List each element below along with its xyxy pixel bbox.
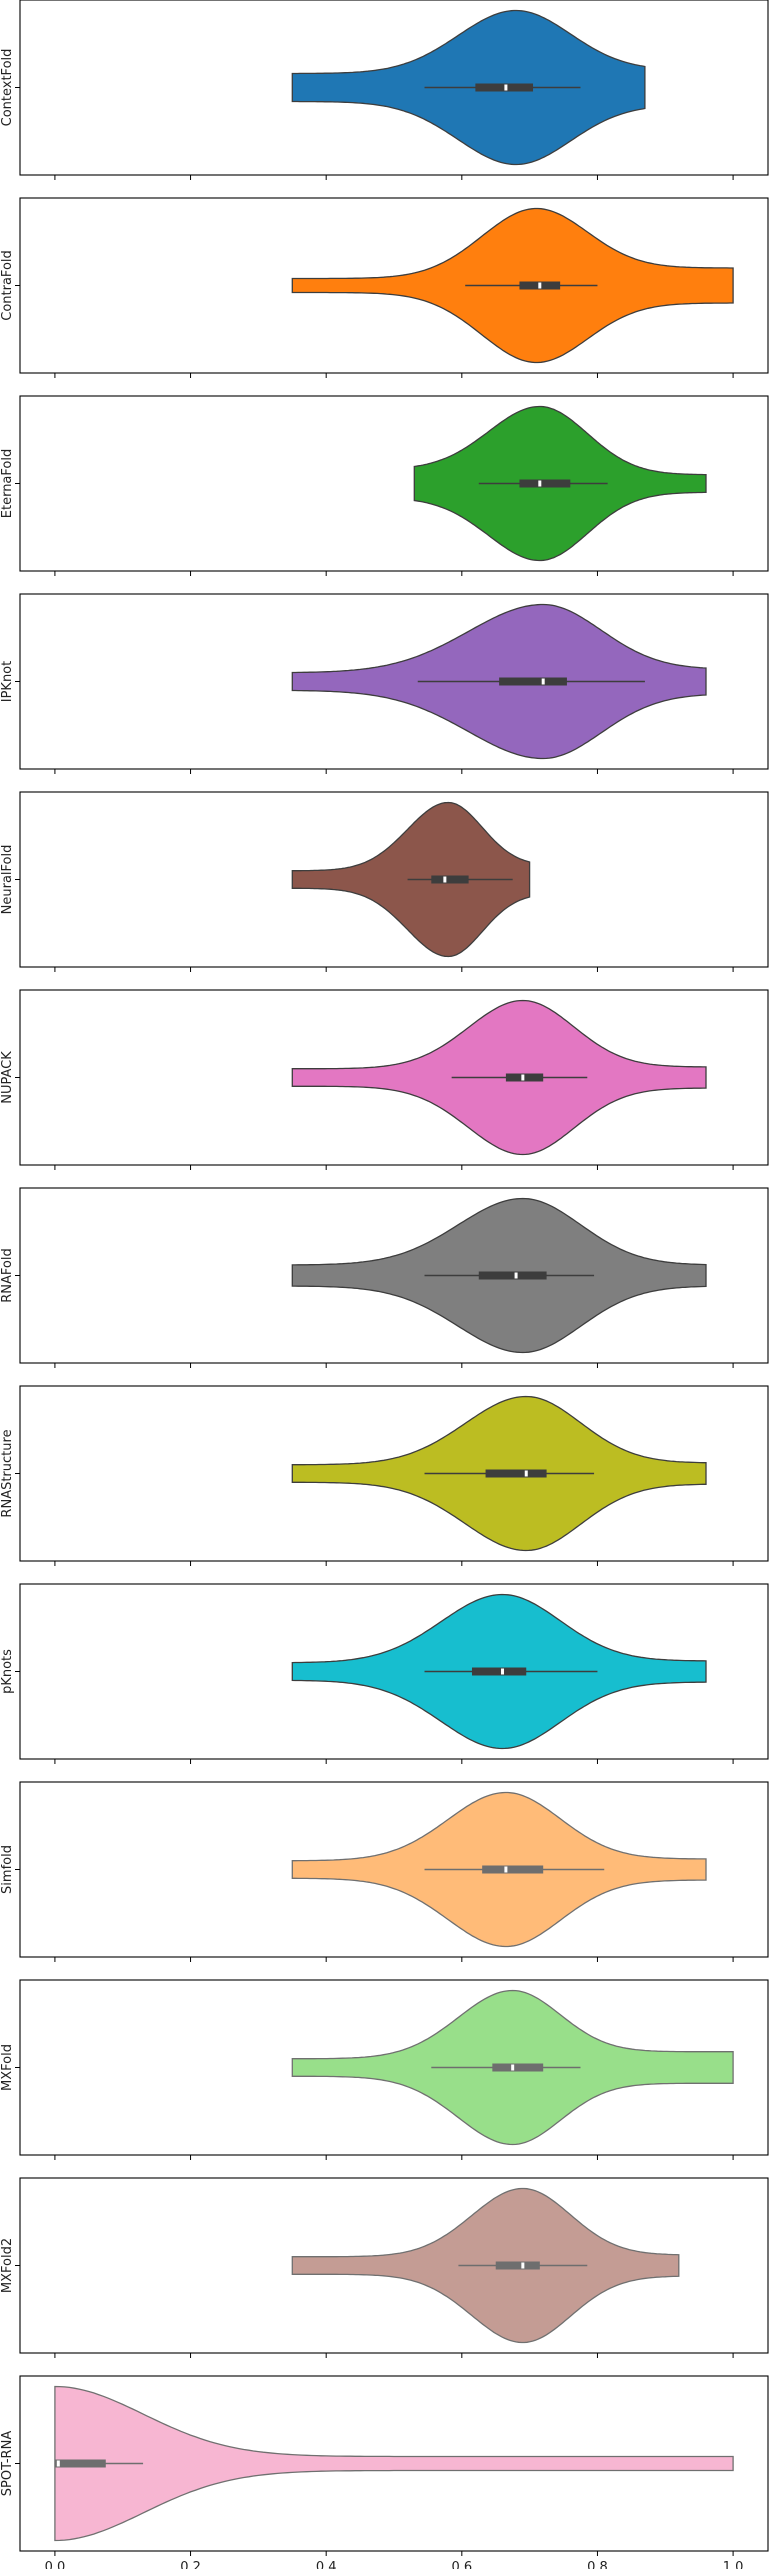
y-tick-label: NUPACK [0,1051,15,1104]
violin-panel: ContextFold [0,0,769,180]
median-marker [524,1470,528,1477]
median-marker [511,2064,515,2071]
violin-panel: RNAStructure [0,1385,769,1566]
median-marker [514,1272,518,1279]
iqr-box [475,83,534,92]
median-marker [443,876,447,883]
violin-panel: ContraFold [0,197,769,378]
violin-panel: SPOT-RNA 0.0 0.2 0.4 0.6 0.8 1.0 [0,2375,769,2569]
median-marker [521,2262,525,2269]
y-tick-label: NeuralFold [0,845,15,915]
violin-panel: MXFold2 [0,2177,769,2358]
x-tick-label: 0.4 [316,2560,337,2569]
y-tick-label: RNAStructure [0,1429,15,1517]
median-marker [521,1074,525,1081]
median-marker [541,678,545,685]
iqr-box [431,875,469,884]
y-tick-label: ContextFold [0,49,15,127]
x-tick-label: 0.2 [180,2560,201,2569]
violin-body [54,2385,734,2542]
iqr-box [482,1865,544,1874]
violin-panel: EternaFold [0,395,769,576]
violin-panel: pKnots [0,1583,769,1764]
x-tick-label: 0.6 [451,2560,472,2569]
iqr-box [54,2459,106,2468]
iqr-box [492,2063,544,2072]
violin-panel: NUPACK [0,989,769,1170]
x-tick-label: 1.0 [723,2560,744,2569]
iqr-box [478,1271,547,1280]
iqr-box [471,1667,527,1676]
y-tick-label: MXFold2 [0,2238,15,2293]
violin-panel: NeuralFold [0,791,769,972]
median-marker [504,84,508,91]
x-tick-label: 0.0 [45,2560,66,2569]
median-marker [538,282,542,289]
y-tick-label: pKnots [0,1649,15,1694]
y-tick-label: Simfold [0,1845,15,1894]
y-tick-label: IPKnot [0,661,15,703]
iqr-box [505,1073,544,1082]
violin-panel: RNAFold [0,1187,769,1368]
y-tick-label: RNAFold [0,1248,15,1302]
median-marker [56,2460,60,2467]
y-tick-label: MXFold [0,2044,15,2091]
y-tick-label: EternaFold [0,449,15,518]
violin-panel: Simfold [0,1781,769,1962]
iqr-box [485,1469,547,1478]
median-marker [501,1668,505,1675]
iqr-box [499,677,567,686]
violin-panel: IPKnot [0,593,769,774]
iqr-box [519,479,571,488]
violin-panel: MXFold [0,1979,769,2160]
y-tick-label: SPOT-RNA [0,2431,15,2497]
iqr-box [495,2261,540,2270]
median-marker [504,1866,508,1873]
x-tick-label: 0.8 [587,2560,608,2569]
y-tick-label: ContraFold [0,250,15,321]
median-marker [538,480,542,487]
